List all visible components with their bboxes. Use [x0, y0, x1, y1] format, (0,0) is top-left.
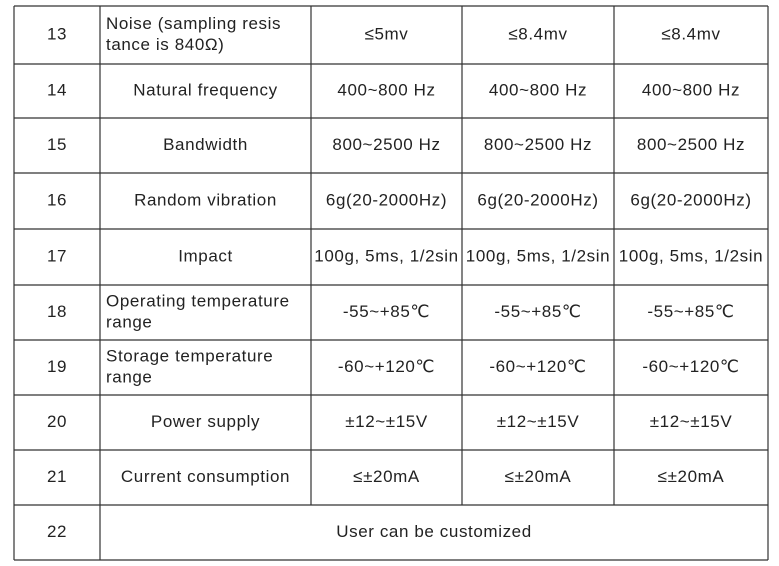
- cell-text: ≤±20mA: [505, 467, 572, 486]
- row-number: 21: [47, 467, 67, 486]
- cell-text: 400~800 Hz: [337, 80, 435, 99]
- cell-text: ±12~±15V: [497, 412, 580, 431]
- row-number: 14: [47, 80, 67, 99]
- cell-text: ±12~±15V: [650, 412, 733, 431]
- cell-text: Noise (sampling resis: [106, 14, 281, 33]
- cell-text: Impact: [178, 246, 233, 265]
- row-number: 16: [47, 190, 67, 209]
- cell-text: ≤5mv: [365, 24, 409, 43]
- cell-text: ≤±20mA: [353, 467, 420, 486]
- cell-text: 800~2500 Hz: [332, 135, 440, 154]
- cell-text: tance is 840Ω): [106, 35, 224, 54]
- row-number: 18: [47, 302, 67, 321]
- cell-text: 6g(20-2000Hz): [630, 190, 751, 209]
- row-number: 17: [47, 246, 67, 265]
- cell-text: 100g, 5ms, 1/2sin: [619, 246, 763, 265]
- cell-text: 400~800 Hz: [489, 80, 587, 99]
- row-number: 22: [47, 522, 67, 541]
- cell-text: -60~+120℃: [338, 357, 435, 376]
- cell-text: ±12~±15V: [345, 412, 428, 431]
- cell-text: 100g, 5ms, 1/2sin: [466, 246, 610, 265]
- cell-text: Operating temperature: [106, 291, 290, 310]
- cell-text: -55~+85℃: [494, 302, 581, 321]
- cell-text: -60~+120℃: [489, 357, 586, 376]
- cell-text: ≤8.4mv: [508, 24, 567, 43]
- cell-text: Storage temperature: [106, 346, 273, 365]
- cell-text: Bandwidth: [163, 135, 248, 154]
- cell-text: -55~+85℃: [343, 302, 430, 321]
- cell-text: 800~2500 Hz: [484, 135, 592, 154]
- cell-text: range: [106, 367, 152, 386]
- cell-text: -60~+120℃: [642, 357, 739, 376]
- cell-text: Natural frequency: [133, 80, 277, 99]
- cell-text: 6g(20-2000Hz): [326, 190, 447, 209]
- cell-text: ≤±20mA: [658, 467, 725, 486]
- cell-text: range: [106, 312, 152, 331]
- row-number: 19: [47, 357, 67, 376]
- row-number: 15: [47, 135, 67, 154]
- cell-text: Power supply: [151, 412, 260, 431]
- row-number: 20: [47, 412, 67, 431]
- cell-text: -55~+85℃: [647, 302, 734, 321]
- cell-text: 100g, 5ms, 1/2sin: [314, 246, 458, 265]
- cell-text: 800~2500 Hz: [637, 135, 745, 154]
- cell-text: Random vibration: [134, 190, 277, 209]
- cell-text: 400~800 Hz: [642, 80, 740, 99]
- cell-text: ≤8.4mv: [661, 24, 720, 43]
- cell-text: User can be customized: [336, 522, 532, 541]
- cell-text: 6g(20-2000Hz): [477, 190, 598, 209]
- cell-text: Current consumption: [121, 467, 290, 486]
- row-number: 13: [47, 24, 67, 43]
